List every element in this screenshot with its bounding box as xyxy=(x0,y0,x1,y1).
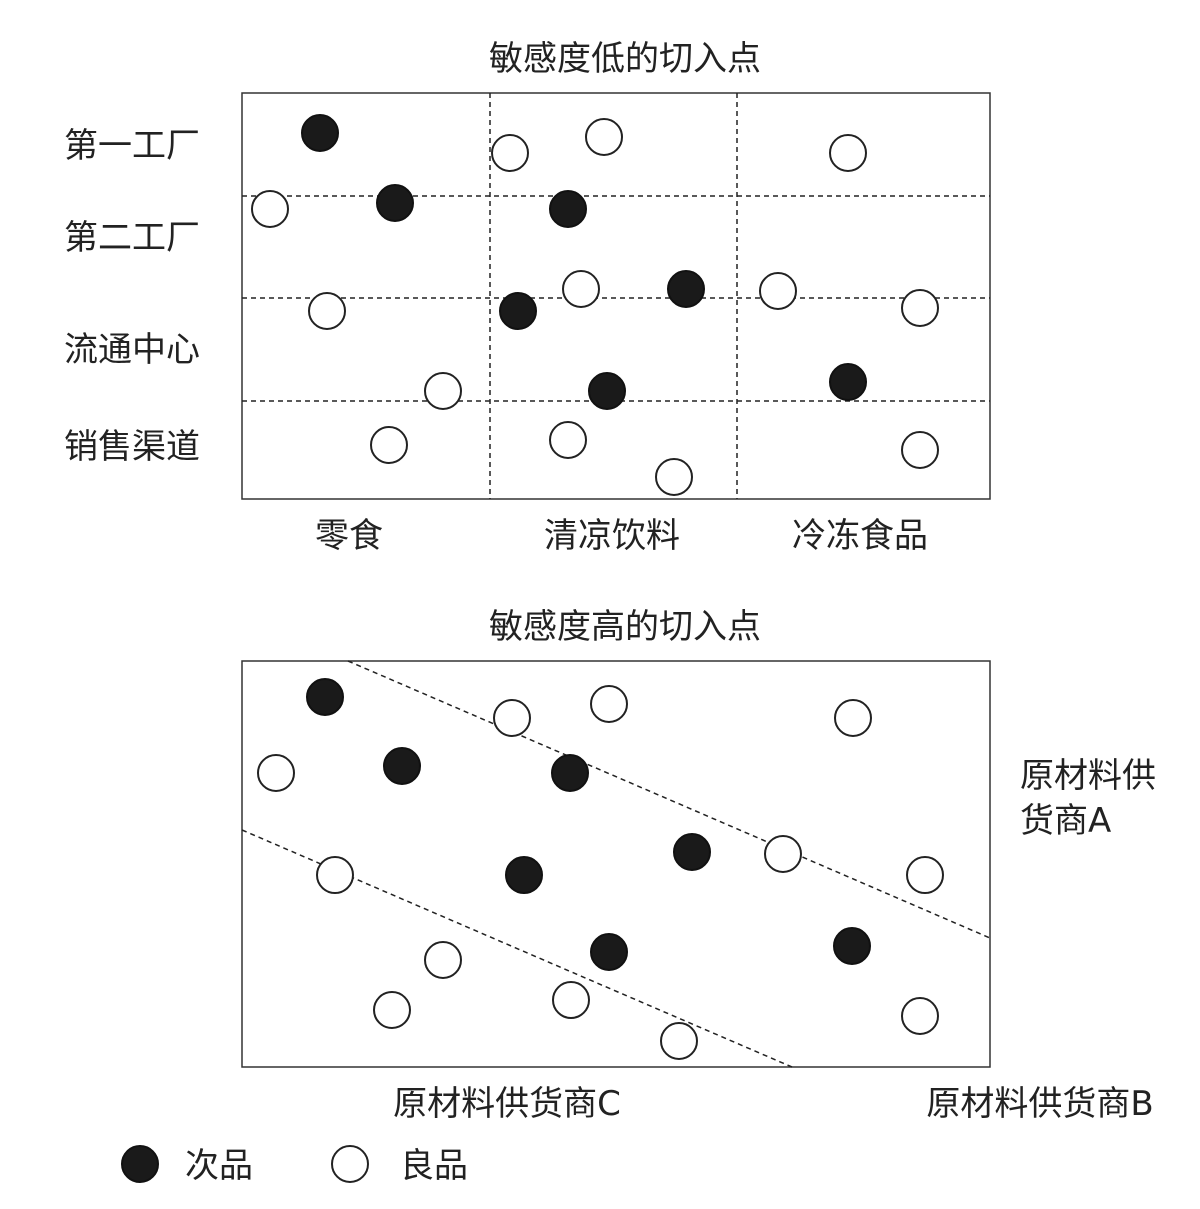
bottom-point-18 xyxy=(660,1022,698,1060)
legend-good-marker xyxy=(331,1145,369,1183)
legend: 次品 良品 xyxy=(121,1145,468,1186)
top-point-1 xyxy=(301,114,339,152)
bottom-point-12 xyxy=(906,856,944,894)
legend-defective-marker xyxy=(121,1145,159,1183)
bottom-point-6 xyxy=(383,747,421,785)
top-point-20 xyxy=(655,458,693,496)
top-point-11 xyxy=(499,292,537,330)
supplier-c-label: 原材料供货商C xyxy=(393,1084,621,1124)
legend-good-label: 良品 xyxy=(400,1146,468,1186)
top-point-7 xyxy=(549,190,587,228)
row-label-sales-channel: 销售渠道 xyxy=(64,427,200,467)
column-label-soft-drinks: 清凉饮料 xyxy=(544,516,680,556)
top-point-6 xyxy=(376,184,414,222)
top-point-10 xyxy=(759,272,797,310)
bottom-point-11 xyxy=(673,833,711,871)
bottom-point-3 xyxy=(590,685,628,723)
top-point-2 xyxy=(491,134,529,172)
bottom-point-8 xyxy=(316,856,354,894)
bottom-point-2 xyxy=(493,699,531,737)
top-point-4 xyxy=(829,134,867,172)
bottom-point-9 xyxy=(505,856,543,894)
column-label-snacks: 零食 xyxy=(315,516,383,556)
top-point-17 xyxy=(370,426,408,464)
column-label-frozen-food: 冷冻食品 xyxy=(792,516,928,556)
bottom-point-14 xyxy=(373,991,411,1029)
bottom-chart: 敏感度高的切入点 原材料供 货商A 原材料供货商C 原材料供货商B xyxy=(241,607,1156,1124)
top-point-15 xyxy=(588,372,626,410)
row-label-distribution-center: 流通中心 xyxy=(64,330,200,370)
top-chart-frame xyxy=(241,92,991,500)
bottom-point-19 xyxy=(901,997,939,1035)
top-point-9 xyxy=(667,270,705,308)
top-chart-title: 敏感度低的切入点 xyxy=(489,39,761,79)
top-point-8 xyxy=(562,270,600,308)
supplier-a-label-line-2: 货商A xyxy=(1020,801,1111,841)
top-point-16 xyxy=(829,363,867,401)
top-point-5 xyxy=(251,190,289,228)
top-point-3 xyxy=(585,118,623,156)
top-chart: 敏感度低的切入点 第一工厂 第二工厂 流通中心 销售渠道 零食 清凉饮料 冷冻食… xyxy=(64,39,991,556)
bottom-point-17 xyxy=(552,981,590,1019)
row-label-factory-2: 第二工厂 xyxy=(64,218,200,258)
bottom-point-1 xyxy=(306,678,344,716)
bottom-point-13 xyxy=(424,941,462,979)
top-chart-points xyxy=(251,114,939,496)
bottom-chart-title: 敏感度高的切入点 xyxy=(489,607,761,647)
top-point-18 xyxy=(549,421,587,459)
bottom-point-10 xyxy=(764,835,802,873)
supplier-b-label: 原材料供货商B xyxy=(926,1084,1153,1124)
legend-defective-label: 次品 xyxy=(185,1146,253,1186)
bottom-point-4 xyxy=(834,699,872,737)
top-point-14 xyxy=(424,372,462,410)
bottom-point-5 xyxy=(257,754,295,792)
bottom-chart-points xyxy=(257,678,944,1060)
bottom-point-16 xyxy=(833,927,871,965)
bottom-diagonal-line-upper xyxy=(347,660,991,939)
top-point-13 xyxy=(901,289,939,327)
bottom-chart-frame xyxy=(241,660,991,1068)
row-label-factory-1: 第一工厂 xyxy=(64,126,200,166)
top-point-19 xyxy=(901,431,939,469)
supplier-a-label-line-1: 原材料供 xyxy=(1020,756,1156,796)
bottom-point-7 xyxy=(551,754,589,792)
top-point-12 xyxy=(308,292,346,330)
bottom-point-15 xyxy=(590,933,628,971)
